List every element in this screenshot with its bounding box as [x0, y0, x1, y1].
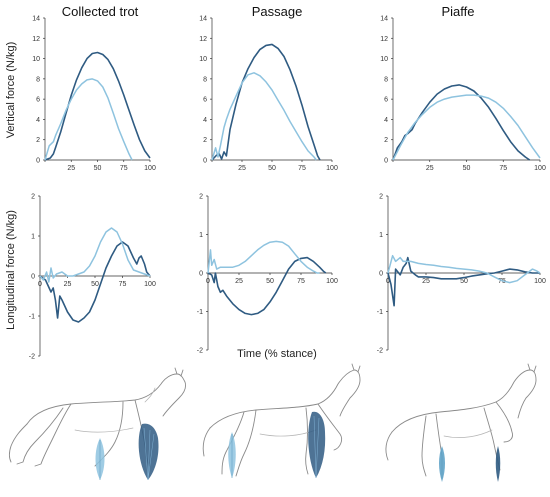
time-xlabel: Time (% stance) — [237, 348, 317, 360]
x-tick-label: 75 — [298, 165, 306, 172]
y-tick-label: 14 — [32, 16, 40, 23]
x-tick-label: 0 — [38, 281, 42, 288]
y-tick-label: 6 — [203, 97, 207, 104]
series-line-dark — [387, 256, 540, 307]
y-tick-label: 2 — [31, 194, 35, 201]
x-tick-label: 75 — [119, 281, 127, 288]
y-tick-label: 1 — [379, 232, 383, 239]
x-tick-label: 0 — [386, 278, 390, 285]
y-tick-label: 12 — [199, 36, 207, 43]
x-tick-label: 50 — [266, 278, 274, 285]
horse-sketch-piaffe — [385, 363, 537, 479]
y-tick-label: 0 — [199, 271, 203, 278]
force-vector-dark-trot — [138, 423, 159, 481]
series-line-light — [207, 240, 320, 274]
x-tick-label: 100 — [144, 165, 156, 172]
y-tick-label: 0 — [31, 274, 35, 281]
panel-2: 0 2 4 6 8 10 12 14 25 50 75 100 — [380, 16, 546, 173]
series-line-light — [392, 94, 541, 161]
force-vector-light-passage — [228, 432, 236, 478]
force-vector-dark-passage — [308, 411, 326, 479]
panel-4: -2 -1 0 1 2 0 25 50 75 100 — [197, 194, 338, 355]
x-tick-label: 25 — [235, 278, 243, 285]
x-tick-label: 75 — [297, 278, 305, 285]
x-tick-label: 75 — [498, 278, 506, 285]
x-tick-label: 75 — [499, 165, 507, 172]
y-tick-label: 2 — [384, 137, 388, 144]
series-line-light — [39, 227, 151, 283]
series-line-light — [211, 72, 317, 161]
vertical-force-ylabel: Vertical force (N/kg) — [5, 42, 17, 139]
panel-1: 0 2 4 6 8 10 12 14 25 50 75 100 — [199, 16, 338, 173]
longitudinal-force-ylabel: Longitudinal force (N/kg) — [5, 210, 17, 330]
y-tick-label: 2 — [379, 194, 383, 201]
y-tick-label: 2 — [203, 137, 207, 144]
y-tick-label: 10 — [32, 56, 40, 63]
x-tick-label: 25 — [238, 165, 246, 172]
force-vector-dark-piaffe — [495, 446, 501, 482]
y-tick-label: 12 — [380, 36, 388, 43]
y-tick-label: 4 — [384, 117, 388, 124]
column-title-trot: Collected trot — [62, 4, 139, 19]
horse-sketch-passage — [202, 363, 361, 477]
series-line-light — [387, 254, 541, 284]
panel-0: 0 2 4 6 8 10 12 14 25 50 75 100 — [32, 16, 156, 173]
y-tick-label: 0 — [36, 158, 40, 165]
series-line-dark — [39, 241, 151, 323]
x-tick-label: 100 — [326, 165, 338, 172]
series-line-light — [44, 78, 133, 161]
column-title-piaffe: Piaffe — [441, 4, 474, 19]
y-tick-label: 0 — [384, 158, 388, 165]
x-tick-label: 25 — [67, 165, 75, 172]
series-line-dark — [211, 43, 321, 161]
panel-3: -2 -1 0 1 2 0 25 50 75 100 — [29, 194, 156, 361]
y-tick-label: -2 — [29, 354, 35, 361]
y-tick-label: 4 — [203, 117, 207, 124]
x-tick-label: 25 — [64, 281, 72, 288]
force-vector-light-trot — [95, 438, 105, 480]
y-tick-label: 8 — [203, 76, 207, 83]
y-tick-label: 10 — [380, 56, 388, 63]
y-tick-label: 2 — [199, 194, 203, 201]
x-tick-label: 50 — [94, 165, 102, 172]
y-tick-label: -1 — [197, 309, 203, 316]
y-tick-label: -2 — [377, 348, 383, 355]
x-tick-label: 100 — [144, 281, 156, 288]
x-tick-label: 25 — [422, 278, 430, 285]
y-tick-label: 0 — [379, 271, 383, 278]
force-vector-light-piaffe — [439, 446, 445, 482]
y-tick-label: 6 — [36, 97, 40, 104]
y-tick-label: 1 — [31, 234, 35, 241]
x-tick-label: 0 — [206, 278, 210, 285]
y-tick-label: -2 — [197, 348, 203, 355]
x-tick-label: 50 — [91, 281, 99, 288]
y-tick-label: -1 — [377, 309, 383, 316]
y-tick-label: 2 — [36, 137, 40, 144]
x-tick-label: 75 — [120, 165, 128, 172]
y-tick-label: 14 — [199, 16, 207, 23]
y-tick-label: 14 — [380, 16, 388, 23]
y-tick-label: 1 — [199, 232, 203, 239]
y-tick-label: 8 — [384, 76, 388, 83]
x-tick-label: 50 — [463, 165, 471, 172]
column-title-passage: Passage — [252, 4, 303, 19]
x-tick-label: 50 — [268, 165, 276, 172]
x-tick-label: 100 — [534, 278, 546, 285]
y-tick-label: 12 — [32, 36, 40, 43]
y-tick-label: 0 — [203, 158, 207, 165]
x-tick-label: 100 — [326, 278, 338, 285]
panel-5: -2 -1 0 1 2 0 25 50 75 100 — [377, 194, 546, 355]
y-tick-label: -1 — [29, 314, 35, 321]
y-tick-label: 8 — [36, 76, 40, 83]
x-tick-label: 25 — [426, 165, 434, 172]
y-tick-label: 6 — [384, 97, 388, 104]
x-tick-label: 50 — [460, 278, 468, 285]
x-tick-label: 100 — [534, 165, 546, 172]
y-tick-label: 4 — [36, 117, 40, 124]
series-line-dark — [44, 51, 151, 161]
series-line-dark — [207, 256, 327, 316]
y-tick-label: 10 — [199, 56, 207, 63]
